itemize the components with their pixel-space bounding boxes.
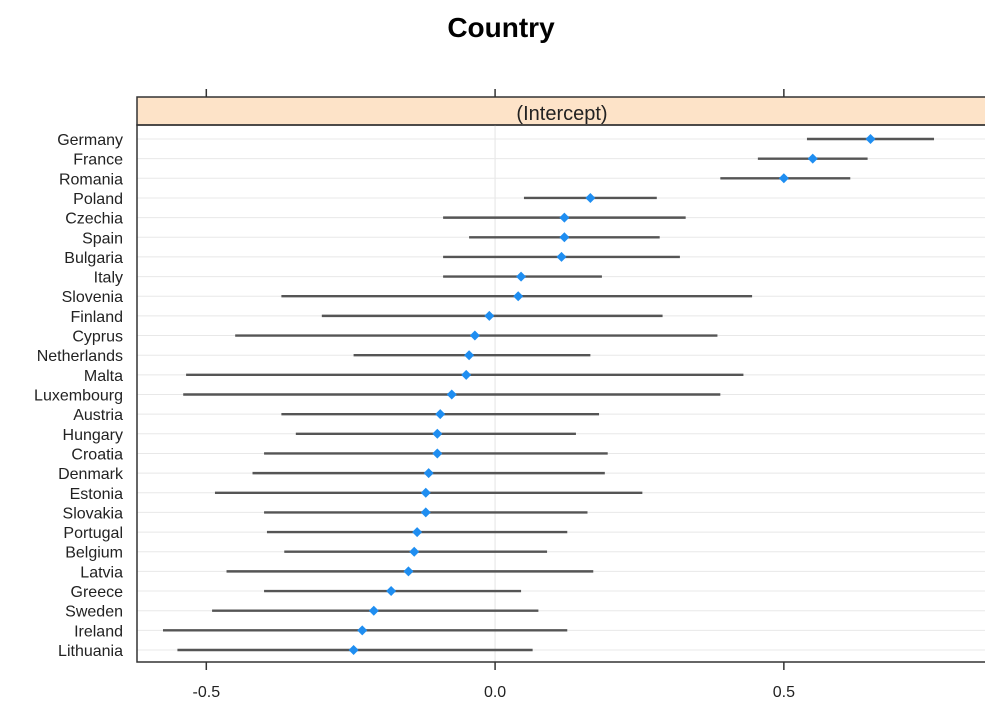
estimate-point <box>409 546 420 557</box>
category-label: Malta <box>84 368 123 385</box>
estimate-point <box>420 507 431 518</box>
category-labels: Germany France Romania Poland Czechia Spain Bu… <box>34 132 124 660</box>
category-label: Ireland <box>74 623 123 640</box>
estimate-point <box>386 586 397 597</box>
category-label: Portugal <box>63 525 123 542</box>
category-label: Bulgaria <box>64 250 123 267</box>
category-label: Finland <box>71 309 123 326</box>
category-label: Poland <box>73 191 123 208</box>
estimate-point <box>559 212 570 223</box>
category-label: Cyprus <box>72 329 123 346</box>
estimate-point <box>412 527 423 538</box>
estimate-point <box>469 330 480 341</box>
category-label: Romania <box>59 171 123 188</box>
category-label: Italy <box>94 270 123 287</box>
estimate-point <box>432 428 443 439</box>
estimate-point <box>368 605 379 616</box>
estimate-point <box>556 251 567 262</box>
strip-label: (Intercept) <box>516 103 607 125</box>
category-label: Latvia <box>80 564 123 581</box>
point-series <box>348 134 876 655</box>
estimate-point <box>559 232 570 243</box>
estimate-point <box>423 468 434 479</box>
category-label: Estonia <box>70 486 123 503</box>
x-tick-label: -0.5 <box>193 684 221 701</box>
estimate-point <box>778 173 789 184</box>
category-label: Slovenia <box>62 289 123 306</box>
estimate-point <box>516 271 527 282</box>
category-label: Greece <box>71 584 124 601</box>
x-tick-label: 0.5 <box>773 684 795 701</box>
bottom-axis-ticks: -0.5 0.0 0.5 <box>193 662 795 701</box>
estimate-point <box>432 448 443 459</box>
category-label: Austria <box>73 407 123 424</box>
strip-header <box>136 96 985 126</box>
category-label: Belgium <box>65 545 123 562</box>
estimate-point <box>357 625 368 636</box>
category-label: Germany <box>57 132 123 149</box>
x-tick-label: 0.0 <box>484 684 506 701</box>
category-label: Sweden <box>65 604 123 621</box>
top-axis-ticks <box>205 89 785 97</box>
estimate-point <box>513 291 524 302</box>
estimate-point <box>484 310 495 321</box>
category-label: Spain <box>82 230 123 247</box>
category-label: Hungary <box>63 427 123 444</box>
estimate-point <box>420 487 431 498</box>
estimate-point <box>865 134 876 144</box>
estimate-point <box>807 153 818 164</box>
category-label: Croatia <box>71 446 123 463</box>
category-label: Slovakia <box>63 505 124 522</box>
estimate-point <box>461 369 472 380</box>
category-label: Netherlands <box>37 348 123 365</box>
panel-frame <box>136 124 985 663</box>
category-label: France <box>73 152 123 169</box>
estimate-point <box>464 350 475 361</box>
chart-title: Country <box>447 12 555 43</box>
category-label: Luxembourg <box>34 388 123 405</box>
estimate-point <box>348 645 359 655</box>
category-label: Czechia <box>65 211 123 228</box>
estimate-point <box>403 566 414 577</box>
estimate-point <box>446 389 457 400</box>
estimate-point <box>435 409 446 420</box>
category-label: Denmark <box>58 466 124 483</box>
estimate-point <box>585 192 596 203</box>
category-label: Lithuania <box>58 643 123 660</box>
